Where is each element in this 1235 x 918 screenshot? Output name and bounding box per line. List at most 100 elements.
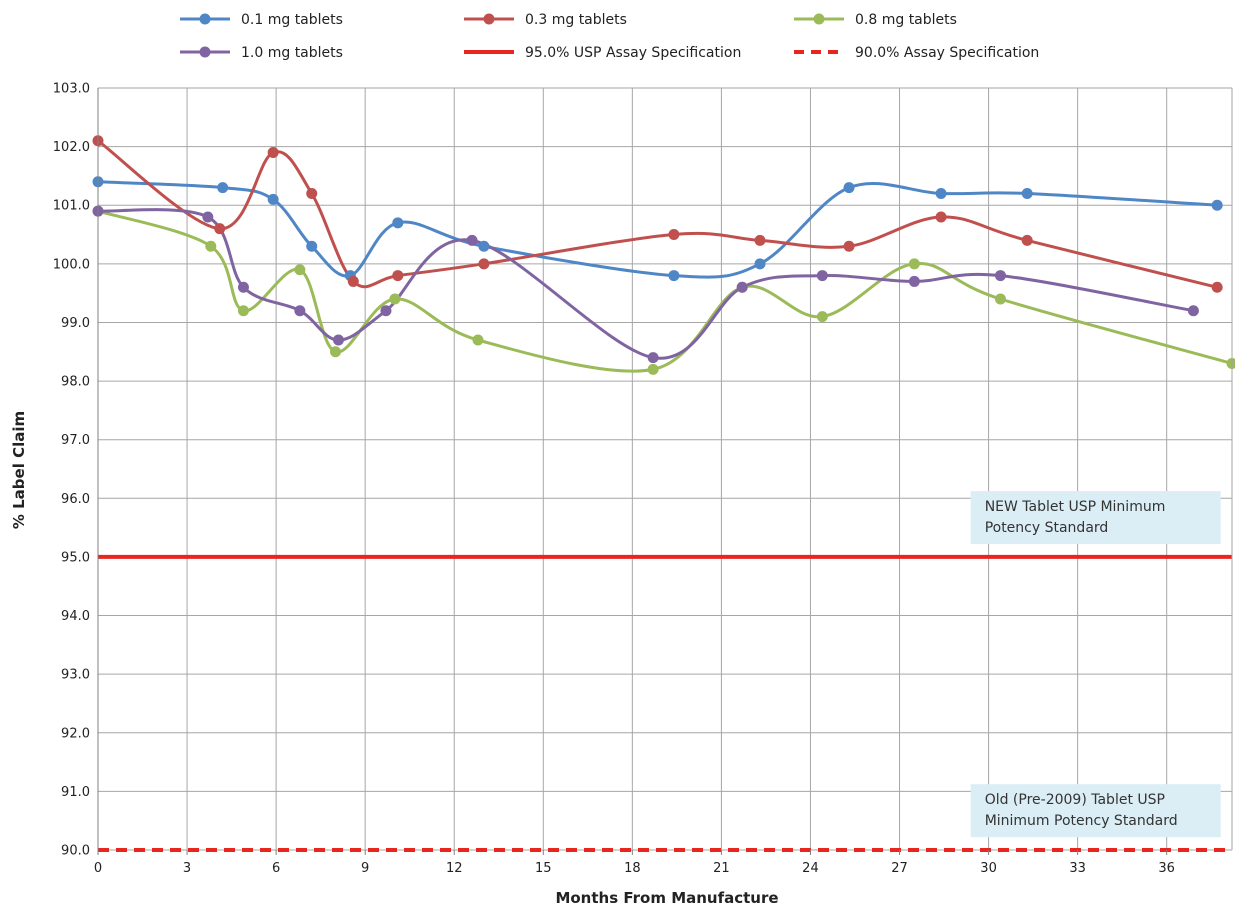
legend-item-0-3-mg-tablets: 0.3 mg tablets <box>464 12 627 28</box>
y-axis-title: % Label Claim <box>10 411 28 529</box>
annotation-text: Old (Pre-2009) Tablet USP <box>985 792 1165 808</box>
data-point-0-3-mg-tablets <box>347 275 359 287</box>
x-tick-label: 9 <box>361 861 369 876</box>
data-point-0-1-mg-tablets <box>843 182 855 194</box>
y-tick-label: 93.0 <box>61 668 90 683</box>
legend-label: 0.8 mg tablets <box>855 12 957 28</box>
x-tick-label: 33 <box>1069 861 1086 876</box>
data-point-0-3-mg-tablets <box>306 188 318 200</box>
annotation-box <box>970 491 1221 545</box>
data-point-0-3-mg-tablets <box>935 211 947 223</box>
y-tick-label: 92.0 <box>61 726 90 741</box>
data-point-0-1-mg-tablets <box>754 258 766 270</box>
data-point-0-1-mg-tablets <box>478 240 490 252</box>
y-tick-label: 102.0 <box>53 140 90 155</box>
x-tick-label: 36 <box>1158 861 1175 876</box>
x-tick-label: 3 <box>183 861 191 876</box>
data-point-0-3-mg-tablets <box>392 270 404 282</box>
y-tick-label: 95.0 <box>61 550 90 565</box>
x-tick-label: 15 <box>535 861 552 876</box>
data-point-0-8-mg-tablets <box>816 311 828 323</box>
gridlines <box>97 87 1232 851</box>
y-tick-label: 100.0 <box>53 257 90 272</box>
data-point-1-0-mg-tablets <box>1187 305 1199 317</box>
data-point-1-0-mg-tablets <box>736 281 748 293</box>
legend-item-1-0-mg-tablets: 1.0 mg tablets <box>180 45 343 61</box>
data-point-0-3-mg-tablets <box>1021 234 1033 246</box>
y-tick-label: 91.0 <box>61 785 90 800</box>
annotations: NEW Tablet USP Minimum Potency Standard Ol… <box>970 491 1221 838</box>
legend: 0.1 mg tablets 0.3 mg tablets 0.8 mg table… <box>180 12 1039 61</box>
data-point-0-1-mg-tablets <box>1211 199 1223 211</box>
y-tick-label: 94.0 <box>61 609 90 624</box>
data-point-1-0-mg-tablets <box>994 270 1006 282</box>
y-tick-label: 97.0 <box>61 433 90 448</box>
y-tick-label: 98.0 <box>61 375 90 390</box>
data-point-0-3-mg-tablets <box>267 146 279 158</box>
legend-label: 90.0% Assay Specification <box>855 45 1039 61</box>
annotation-box <box>970 784 1221 838</box>
data-point-0-3-mg-tablets <box>754 234 766 246</box>
data-point-1-0-mg-tablets <box>816 270 828 282</box>
data-point-0-8-mg-tablets <box>1226 357 1235 369</box>
series-line-1-0-mg-tablets <box>96 208 1195 360</box>
legend-marker <box>199 13 211 25</box>
legend-item-90-0-assay-specification: 90.0% Assay Specification <box>794 45 1039 61</box>
legend-item-95-0-usp-assay-specification: 95.0% USP Assay Specification <box>464 45 741 61</box>
data-point-0-3-mg-tablets <box>214 223 226 235</box>
data-point-0-8-mg-tablets <box>294 264 306 276</box>
data-point-0-3-mg-tablets <box>668 229 680 241</box>
legend-label: 0.3 mg tablets <box>525 12 627 28</box>
x-tick-label: 27 <box>891 861 908 876</box>
legend-label: 1.0 mg tablets <box>241 45 343 61</box>
data-point-0-8-mg-tablets <box>329 346 341 358</box>
annotation-text: Minimum Potency Standard <box>985 813 1178 829</box>
data-point-0-8-mg-tablets <box>647 363 659 375</box>
x-tick-label: 0 <box>94 861 102 876</box>
data-point-0-8-mg-tablets <box>237 305 249 317</box>
data-point-0-8-mg-tablets <box>908 258 920 270</box>
y-tick-label: 96.0 <box>61 492 90 507</box>
data-point-0-1-mg-tablets <box>935 188 947 200</box>
annotation-text: NEW Tablet USP Minimum <box>985 499 1166 515</box>
legend-item-0-1-mg-tablets: 0.1 mg tablets <box>180 12 343 28</box>
y-tick-label: 103.0 <box>53 82 90 97</box>
data-point-1-0-mg-tablets <box>332 334 344 346</box>
data-point-1-0-mg-tablets <box>647 352 659 364</box>
x-tick-label: 18 <box>624 861 641 876</box>
series-line-0-3-mg-tablets <box>96 139 1219 289</box>
data-point-0-8-mg-tablets <box>205 240 217 252</box>
y-tick-label: 90.0 <box>61 844 90 859</box>
x-tick-label: 21 <box>713 861 730 876</box>
data-point-1-0-mg-tablets <box>908 275 920 287</box>
data-point-0-1-mg-tablets <box>306 240 318 252</box>
data-point-1-0-mg-tablets <box>294 305 306 317</box>
data-point-1-0-mg-tablets <box>202 211 214 223</box>
legend-item-0-8-mg-tablets: 0.8 mg tablets <box>794 12 957 28</box>
legend-marker <box>483 13 495 25</box>
annotation-text: Potency Standard <box>985 520 1109 536</box>
data-point-0-1-mg-tablets <box>267 193 279 205</box>
x-tick-label: 12 <box>446 861 463 876</box>
y-tick-label: 101.0 <box>53 199 90 214</box>
x-tick-label: 6 <box>272 861 280 876</box>
reference-lines <box>98 554 1232 852</box>
data-point-0-1-mg-tablets <box>217 182 229 194</box>
data-point-0-3-mg-tablets <box>478 258 490 270</box>
data-point-0-8-mg-tablets <box>994 293 1006 305</box>
data-point-1-0-mg-tablets <box>466 234 478 246</box>
series-line-0-1-mg-tablets <box>96 180 1219 279</box>
series-lines <box>96 139 1234 373</box>
data-point-0-3-mg-tablets <box>843 240 855 252</box>
x-tick-label: 30 <box>980 861 997 876</box>
data-point-0-3-mg-tablets <box>1211 281 1223 293</box>
data-point-0-1-mg-tablets <box>1021 188 1033 200</box>
y-tick-label: 99.0 <box>61 316 90 331</box>
x-axis-title: Months From Manufacture <box>555 889 778 907</box>
data-point-0-8-mg-tablets <box>389 293 401 305</box>
data-point-0-1-mg-tablets <box>392 217 404 229</box>
legend-marker <box>813 13 825 25</box>
data-point-1-0-mg-tablets <box>237 281 249 293</box>
data-point-0-1-mg-tablets <box>668 270 680 282</box>
legend-marker <box>199 46 211 58</box>
